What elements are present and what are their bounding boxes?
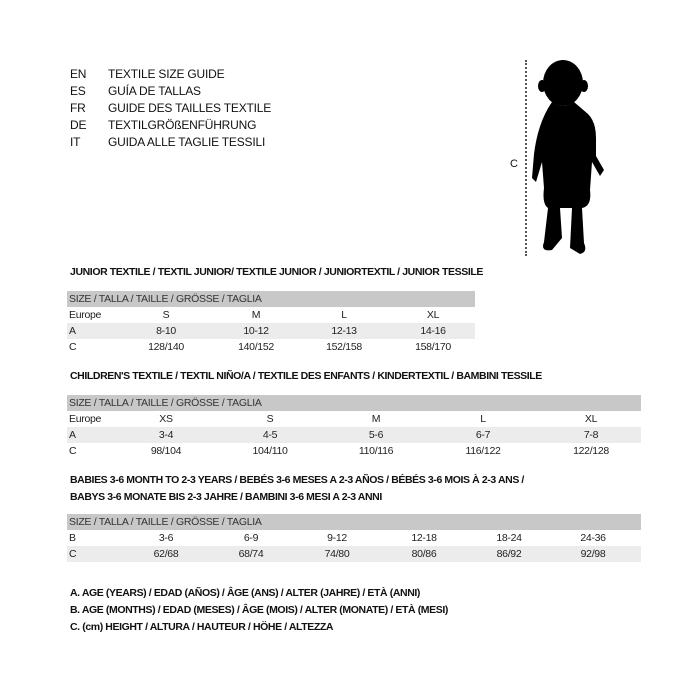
table-cell: 4-5 [262, 429, 278, 441]
lang-title: TEXTILGRÖßENFÜHRUNG [108, 118, 257, 132]
children-size-table: SIZE / TALLA / TAILLE / GRÖSSE / TAGLIA … [67, 395, 641, 459]
junior-table-title: JUNIOR TEXTILE / TEXTIL JUNIOR/ TEXTILE … [70, 266, 483, 278]
table-cell: 104/110 [252, 445, 288, 457]
table-header: SIZE / TALLA / TAILLE / GRÖSSE / TAGLIA [67, 395, 641, 411]
table-cell: 116/122 [465, 445, 501, 457]
legend: A. AGE (YEARS) / EDAD (AÑOS) / ÂGE (ANS)… [70, 585, 448, 636]
lang-title: TEXTILE SIZE GUIDE [108, 67, 225, 81]
height-label: C [510, 158, 518, 170]
table-cell: 62/68 [153, 548, 179, 560]
table-cell: 12-18 [411, 532, 437, 544]
table-cell: 3-4 [158, 429, 174, 441]
table-header: SIZE / TALLA / TAILLE / GRÖSSE / TAGLIA [67, 291, 475, 307]
table-row: C 98/104 104/110 110/116 116/122 122/128 [67, 443, 641, 459]
table-row: Europe XS S M L XL [67, 411, 641, 427]
table-cell: 128/140 [148, 341, 184, 353]
row-label: C [69, 445, 77, 457]
row-label: A [69, 429, 76, 441]
lang-title: GUIDA ALLE TAGLIE TESSILI [108, 135, 266, 149]
table-cell: M [371, 413, 381, 425]
table-cell: XL [584, 413, 598, 425]
table-cell: M [251, 309, 261, 321]
table-cell: 98/104 [150, 445, 182, 457]
table-cell: S [266, 413, 274, 425]
table-cell: 7-8 [583, 429, 599, 441]
row-label: B [69, 532, 76, 544]
table-row: A 8-10 10-12 12-13 14-16 [67, 323, 475, 339]
table-cell: 6-9 [243, 532, 259, 544]
row-label: A [69, 325, 76, 337]
row-label: Europe [69, 413, 102, 425]
table-cell: 122/128 [573, 445, 609, 457]
table-cell: 80/86 [411, 548, 437, 560]
table-cell: L [341, 309, 347, 321]
table-cell: 68/74 [238, 548, 264, 560]
table-cell: 86/92 [496, 548, 522, 560]
table-cell: 12-13 [331, 325, 357, 337]
language-titles: TEXTILE SIZE GUIDE GUÍA DE TALLAS GUIDE … [108, 66, 271, 151]
lang-title: GUIDE DES TAILLES TEXTILE [108, 101, 272, 115]
lang-code: IT [70, 135, 81, 149]
children-table-title: CHILDREN'S TEXTILE / TEXTIL NIÑO/A / TEX… [70, 370, 542, 382]
table-cell: XL [426, 309, 440, 321]
table-cell: 14-16 [420, 325, 446, 337]
table-cell: XS [159, 413, 173, 425]
table-cell: 9-12 [327, 532, 347, 544]
babies-size-table: SIZE / TALLA / TAILLE / GRÖSSE / TAGLIA … [67, 514, 641, 562]
table-cell: 6-7 [475, 429, 491, 441]
lang-title: GUÍA DE TALLAS [108, 84, 201, 98]
row-label: C [69, 341, 77, 353]
table-row: C 62/68 68/74 74/80 80/86 86/92 92/98 [67, 546, 641, 562]
lang-code: DE [70, 118, 87, 132]
legend-item: B. AGE (MONTHS) / EDAD (MESES) / ÂGE (MO… [70, 604, 448, 616]
table-cell: 8-10 [156, 325, 176, 337]
row-label: C [69, 548, 77, 560]
babies-table-title-line2: BABYS 3-6 MONATE BIS 2-3 JAHRE / BAMBINI… [70, 491, 382, 503]
table-cell: 18-24 [496, 532, 522, 544]
height-dotted-line [525, 60, 527, 256]
table-cell: 5-6 [368, 429, 384, 441]
junior-size-table: SIZE / TALLA / TAILLE / GRÖSSE / TAGLIA … [67, 291, 475, 355]
lang-code: EN [70, 67, 87, 81]
table-cell: 110/116 [358, 445, 394, 457]
table-row: A 3-4 4-5 5-6 6-7 7-8 [67, 427, 641, 443]
table-cell: 152/158 [326, 341, 362, 353]
lang-code: FR [70, 101, 86, 115]
child-silhouette-icon [532, 60, 604, 254]
table-row: Europe S M L XL [67, 307, 475, 323]
table-cell: 140/152 [238, 341, 274, 353]
lang-code: ES [70, 84, 86, 98]
row-label: Europe [69, 309, 102, 321]
table-cell: 10-12 [243, 325, 269, 337]
table-row: B 3-6 6-9 9-12 12-18 18-24 24-36 [67, 530, 641, 546]
table-cell: 24-36 [580, 532, 606, 544]
table-cell: L [480, 413, 486, 425]
legend-item: A. AGE (YEARS) / EDAD (AÑOS) / ÂGE (ANS)… [70, 587, 421, 599]
table-header: SIZE / TALLA / TAILLE / GRÖSSE / TAGLIA [67, 514, 641, 530]
table-row: C 128/140 140/152 152/158 158/170 [67, 339, 475, 355]
legend-item: C. (cm) HEIGHT / ALTURA / HAUTEUR / HÖHE… [70, 621, 334, 633]
language-codes: EN ES FR DE IT [70, 66, 86, 151]
table-cell: 92/98 [580, 548, 606, 560]
table-cell: S [162, 309, 170, 321]
table-cell: 74/80 [324, 548, 350, 560]
babies-table-title-line1: BABIES 3-6 MONTH TO 2-3 YEARS / BEBÉS 3-… [70, 474, 524, 486]
table-cell: 3-6 [158, 532, 174, 544]
table-cell: 158/170 [415, 341, 451, 353]
